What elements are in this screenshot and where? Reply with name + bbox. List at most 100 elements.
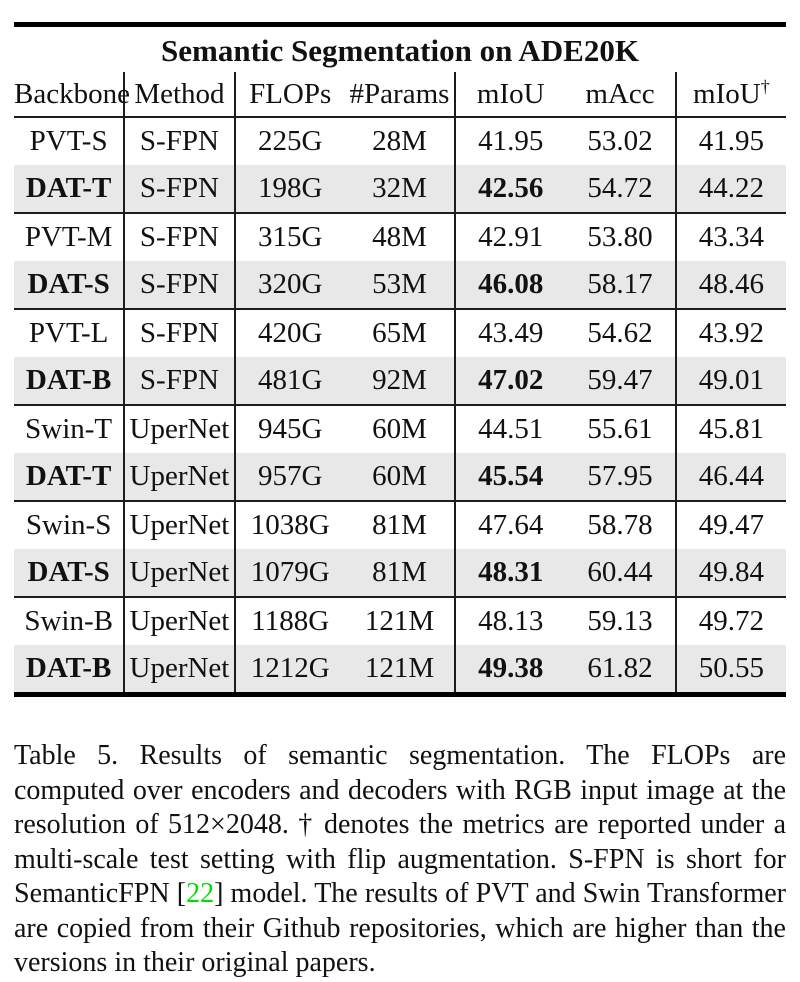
cell-params: 81M [344,549,456,598]
cell-method: UperNet [123,549,235,598]
cell-backbone: DAT-B [14,357,125,406]
cell-macc: 57.95 [565,453,676,502]
cell-miou-ms: 49.84 [674,549,786,598]
cell-flops: 198G [233,165,345,214]
table-row: Swin-T UperNet 945G 60M 44.51 55.61 45.8… [14,405,786,453]
cell-macc: 53.02 [587,125,653,157]
col-header-backbone: Backbone [14,72,130,118]
cell-params: 121M [344,645,456,695]
col-header-miou-ms-label: mIoU [693,77,761,110]
table-title-row: Semantic Segmentation on ADE20K [14,25,786,73]
cell-miou-ms: 49.47 [674,501,786,549]
table-row: DAT-B S-FPN 481G 92M 47.02 59.47 49.01 [14,357,786,406]
cell-miou: 43.49 [454,309,566,357]
cell-miou: 41.95 [454,117,566,165]
cell-params: 48M [372,221,427,253]
cell-flops: 481G [233,357,345,406]
cell-params: 81M [372,509,427,541]
col-header-miou-ms: mIoU† [674,72,786,118]
cell-miou-ms: 49.72 [674,597,786,645]
cell-miou-ms: 49.01 [674,357,786,406]
cell-flops: 1079G [233,549,345,598]
cell-backbone: Swin-S [25,509,112,541]
cell-macc: 59.13 [587,605,653,637]
cell-flops: 1212G [233,645,345,695]
cell-flops: 225G [233,117,345,165]
cell-backbone: DAT-S [14,261,125,310]
cell-method: S-FPN [123,309,235,357]
caption-text-part1: Table 5. Results of semantic segmentatio… [14,740,786,909]
table-row: DAT-T UperNet 957G 60M 45.54 57.95 46.44 [14,453,786,502]
cell-flops: 1188G [233,597,345,645]
cell-method: UperNet [123,405,235,453]
cell-backbone: Swin-B [24,605,113,637]
cell-backbone: PVT-S [29,125,108,157]
cell-macc: 58.78 [587,509,653,541]
cell-miou: 44.51 [454,405,566,453]
table-row: Swin-S UperNet 1038G 81M 47.64 58.78 49.… [14,501,786,549]
cell-method: S-FPN [123,165,235,214]
cell-backbone: DAT-S [14,549,125,598]
paper-page: Semantic Segmentation on ADE20K Backbone… [14,22,786,981]
cell-flops: 945G [233,405,345,453]
cell-miou: 47.64 [454,501,566,549]
cell-method: S-FPN [123,261,235,310]
cell-method: UperNet [123,645,235,695]
cell-macc: 58.17 [565,261,676,310]
table-header-row: Backbone Method FLOPs #Params mIoU mAcc … [14,72,786,118]
cell-backbone: Swin-T [25,413,113,445]
dagger-icon: † [760,75,770,96]
cell-macc: 59.47 [565,357,676,406]
cell-params: 32M [344,165,456,214]
citation-ref[interactable]: 22 [186,878,215,909]
cell-miou-ms: 41.95 [674,117,786,165]
cell-miou-ms: 43.34 [674,213,786,261]
table-row: DAT-B UperNet 1212G 121M 49.38 61.82 50.… [14,645,786,695]
cell-flops: 1038G [233,501,345,549]
col-header-flops: FLOPs [233,72,345,118]
cell-miou: 49.38 [454,645,566,695]
cell-method: S-FPN [123,357,235,406]
table-row: DAT-S UperNet 1079G 81M 48.31 60.44 49.8… [14,549,786,598]
cell-macc: 55.61 [587,413,653,445]
cell-miou: 47.02 [454,357,566,406]
cell-method: S-FPN [123,213,235,261]
cell-miou: 42.56 [454,165,566,214]
cell-miou-ms: 46.44 [674,453,786,502]
results-table: Semantic Segmentation on ADE20K Backbone… [14,22,786,697]
cell-flops: 315G [233,213,345,261]
caption-text-part2: ] model. The results of PVT and Swin Tra… [14,878,786,978]
cell-macc: 61.82 [565,645,676,695]
col-header-method: Method [123,72,235,118]
cell-method: UperNet [123,453,235,502]
cell-miou-ms: 48.46 [674,261,786,310]
cell-backbone: DAT-T [14,453,125,502]
table-row: DAT-S S-FPN 320G 53M 46.08 58.17 48.46 [14,261,786,310]
cell-miou: 42.91 [454,213,566,261]
table-row: Swin-B UperNet 1188G 121M 48.13 59.13 49… [14,597,786,645]
cell-miou: 48.31 [454,549,566,598]
cell-method: UperNet [123,597,235,645]
cell-miou: 48.13 [454,597,566,645]
cell-miou-ms: 44.22 [674,165,786,214]
table-caption: Table 5. Results of semantic segmentatio… [14,739,786,981]
cell-params: 60M [344,453,456,502]
cell-backbone: DAT-T [14,165,125,214]
cell-miou: 46.08 [454,261,566,310]
cell-macc: 60.44 [565,549,676,598]
cell-backbone: DAT-B [14,645,125,695]
cell-params: 28M [372,125,427,157]
cell-macc: 53.80 [587,221,653,253]
cell-flops: 320G [233,261,345,310]
cell-method: UperNet [123,501,235,549]
cell-flops: 420G [233,309,345,357]
cell-backbone: PVT-L [28,317,109,349]
cell-miou-ms: 43.92 [674,309,786,357]
cell-flops: 957G [233,453,345,502]
cell-params: 65M [372,317,427,349]
cell-macc: 54.62 [587,317,653,349]
cell-params: 121M [364,605,435,637]
cell-params: 92M [344,357,456,406]
col-header-miou: mIoU [454,72,566,118]
table-row: PVT-M S-FPN 315G 48M 42.91 53.80 43.34 [14,213,786,261]
